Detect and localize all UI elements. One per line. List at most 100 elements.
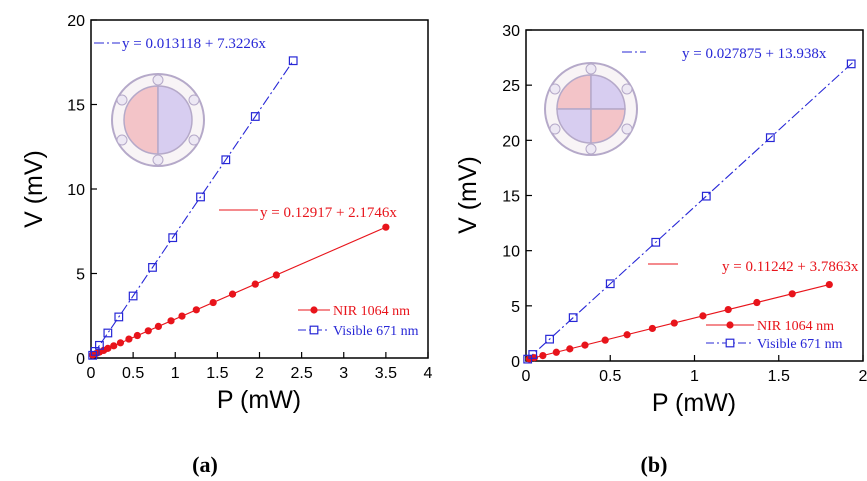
data-point xyxy=(552,348,560,356)
legend-marker xyxy=(309,325,319,335)
data-point xyxy=(95,340,104,350)
data-point xyxy=(568,313,578,323)
x-tick-label: 0.5 xyxy=(122,365,144,382)
detector-inset-icon xyxy=(111,73,205,167)
data-point xyxy=(103,328,113,338)
y-tick-label: 20 xyxy=(502,133,520,150)
detector-inset-icon xyxy=(544,62,638,156)
legend-marker xyxy=(726,321,734,329)
data-point xyxy=(382,223,390,231)
data-point xyxy=(154,322,162,330)
data-point xyxy=(168,233,178,243)
y-axis-label: V (mV) xyxy=(454,156,482,234)
x-axis-label: P (mW) xyxy=(652,389,736,417)
data-point xyxy=(251,280,259,288)
data-point xyxy=(765,133,775,143)
data-point xyxy=(196,192,205,202)
data-point xyxy=(133,331,141,340)
data-point xyxy=(272,271,280,279)
data-point xyxy=(699,312,707,320)
y-tick-label: 15 xyxy=(502,189,520,206)
y-tick-label: 0 xyxy=(511,354,520,371)
fit-equation: y = 0.11242 + 3.7863x xyxy=(722,259,859,275)
chart-panel-a: 0 0.5 1 1.5 2 2.5 3 3.5 4 0 5 10 15 20 y = 0.12917 +… xyxy=(20,13,433,477)
data-point xyxy=(192,306,200,314)
legend-label: Visible 671 nm xyxy=(333,324,419,339)
x-tick-label: 0.5 xyxy=(599,368,621,385)
y-tick-label: 15 xyxy=(67,98,85,115)
data-point xyxy=(539,351,547,360)
legend-marker xyxy=(725,338,735,348)
x-tick-label: 2 xyxy=(859,368,867,385)
data-point xyxy=(125,335,133,343)
x-tick-label: 0 xyxy=(87,365,96,382)
y-tick-label: 5 xyxy=(511,299,520,316)
legend-marker xyxy=(310,306,318,314)
panel-label: (b) xyxy=(641,452,668,477)
y-tick-label: 5 xyxy=(76,267,85,284)
data-point xyxy=(110,342,118,350)
data-point xyxy=(648,324,656,333)
data-point xyxy=(104,344,112,352)
data-point xyxy=(144,327,152,335)
x-tick-label: 0 xyxy=(522,368,531,385)
x-tick-label: 2 xyxy=(255,365,264,382)
x-tick-label: 3 xyxy=(339,365,348,382)
x-tick-label: 1 xyxy=(171,365,180,382)
data-point xyxy=(523,354,533,364)
fit-equation: y = 0.027875 + 13.938x xyxy=(682,46,827,62)
data-point xyxy=(623,331,631,339)
data-point xyxy=(228,290,237,298)
data-point xyxy=(601,336,609,344)
data-point xyxy=(566,345,574,353)
panel-label: (a) xyxy=(192,452,218,477)
data-point xyxy=(128,291,138,301)
data-point xyxy=(846,59,856,69)
x-axis-label: P (mW) xyxy=(217,386,301,414)
data-point xyxy=(221,155,231,165)
y-tick-label: 30 xyxy=(502,23,520,40)
legend-label: NIR 1064 nm xyxy=(333,304,410,319)
data-point xyxy=(825,280,833,289)
fit-line xyxy=(525,60,855,362)
y-tick-label: 20 xyxy=(67,13,85,30)
data-point xyxy=(250,112,260,121)
data-point xyxy=(545,334,554,344)
data-point xyxy=(114,312,124,322)
legend: NIR 1064 nm Visible 671 nm xyxy=(298,304,419,339)
data-point xyxy=(651,237,661,247)
data-point xyxy=(528,350,538,359)
y-tick-label: 25 xyxy=(502,78,520,95)
x-tick-label: 1.5 xyxy=(768,368,790,385)
fit-equation: y = 0.013118 + 7.3226x xyxy=(122,36,266,52)
y-axis-label: V (mV) xyxy=(20,150,48,228)
y-tick-label: 10 xyxy=(67,182,85,199)
data-point xyxy=(178,312,186,320)
data-point xyxy=(288,56,298,66)
legend: NIR 1064 nm Visible 671 nm xyxy=(706,319,843,352)
data-point xyxy=(788,290,796,298)
data-point xyxy=(701,191,711,201)
data-point xyxy=(605,279,615,289)
fit-line xyxy=(90,60,294,359)
y-tick-label: 0 xyxy=(76,351,85,368)
x-tick-label: 4 xyxy=(424,365,433,382)
chart-panel-b: 0 0.5 1 1.5 2 0 5 10 15 20 25 30 y = 0.11242 + 3.7… xyxy=(454,23,867,477)
legend-label: NIR 1064 nm xyxy=(757,319,834,334)
data-point xyxy=(209,298,217,307)
x-tick-label: 1.5 xyxy=(206,365,228,382)
x-tick-label: 1 xyxy=(690,368,699,385)
x-tick-label: 2.5 xyxy=(291,365,313,382)
data-point xyxy=(148,263,157,272)
data-point xyxy=(670,319,678,327)
data-point xyxy=(581,341,589,349)
data-point xyxy=(753,298,761,307)
x-tick-label: 3.5 xyxy=(375,365,397,382)
data-point xyxy=(116,339,125,347)
data-point xyxy=(167,317,175,325)
legend-label: Visible 671 nm xyxy=(757,337,843,352)
data-point xyxy=(724,305,732,314)
fit-equation: y = 0.12917 + 2.1746x xyxy=(260,205,397,221)
y-tick-label: 10 xyxy=(502,244,520,261)
